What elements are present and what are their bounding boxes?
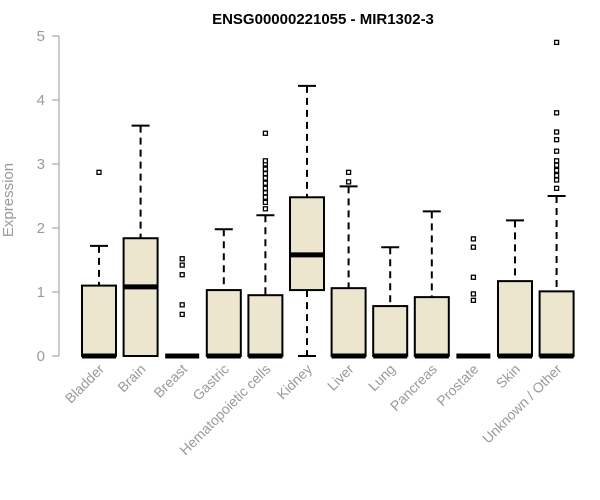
- outlier-point: [553, 158, 560, 164]
- box-1: [122, 124, 159, 358]
- x-tick-label: Prostate: [433, 361, 481, 409]
- box-9: [456, 236, 491, 359]
- outlier-point: [470, 244, 477, 250]
- outlier-point: [553, 137, 560, 143]
- box-body: [247, 294, 284, 358]
- outlier-point: [96, 169, 102, 175]
- outlier-point: [553, 172, 560, 179]
- y-tick-label: 4: [37, 92, 45, 109]
- y-axis-ticks: 0 1 2 3 4 5: [37, 28, 59, 365]
- outlier-point: [470, 236, 477, 242]
- box-body: [205, 289, 242, 357]
- outlier-point: [553, 39, 560, 46]
- outlier-point: [470, 274, 477, 280]
- outlier-point: [262, 194, 269, 200]
- box-4: [247, 130, 284, 359]
- box-body: [289, 196, 325, 292]
- outlier-point: [262, 175, 269, 181]
- outlier-point: [262, 180, 269, 186]
- y-tick-label: 5: [37, 28, 45, 45]
- box-5: [289, 84, 325, 357]
- box-body: [538, 290, 575, 357]
- outlier-point: [553, 162, 560, 168]
- box-0: [81, 169, 117, 359]
- x-tick-label: Unknown / Other: [479, 361, 565, 447]
- box-3: [205, 228, 242, 359]
- x-tick-label: Lung: [365, 361, 398, 394]
- box-6: [330, 169, 367, 359]
- outlier-point: [262, 185, 269, 191]
- outlier-point: [553, 110, 560, 116]
- box-body: [413, 296, 450, 357]
- box-body: [497, 280, 533, 357]
- box-2: [165, 256, 200, 359]
- outlier-point: [470, 291, 477, 297]
- box-series: [81, 39, 575, 359]
- box-body: [330, 287, 367, 357]
- outlier-point: [553, 129, 560, 135]
- x-tick-label: Kidney: [274, 361, 316, 403]
- box-body: [81, 284, 117, 358]
- x-tick-label: Liver: [324, 361, 357, 394]
- outlier-point: [179, 311, 185, 318]
- outlier-point: [179, 262, 185, 268]
- outlier-point: [262, 158, 269, 164]
- x-tick-label: Breast: [150, 361, 190, 401]
- outlier-point: [553, 177, 560, 183]
- outlier-point: [553, 148, 560, 154]
- outlier-point: [179, 256, 185, 262]
- y-tick-label: 3: [37, 156, 45, 173]
- y-tick-label: 1: [37, 284, 45, 301]
- x-tick-label: Bladder: [62, 361, 108, 407]
- outlier-point: [262, 166, 269, 172]
- outlier-point: [179, 272, 185, 278]
- box-7: [372, 246, 409, 359]
- y-tick-label: 2: [37, 220, 45, 237]
- outlier-point: [262, 170, 269, 177]
- outlier-point: [553, 185, 560, 191]
- outlier-point: [345, 169, 352, 175]
- outlier-point: [179, 302, 185, 308]
- outlier-point: [262, 199, 269, 206]
- outlier-point: [553, 167, 560, 174]
- x-tick-label: Brain: [114, 361, 148, 395]
- box-11: [538, 39, 575, 359]
- box-body: [372, 305, 409, 357]
- chart-title: ENSG00000221055 - MIR1302-3: [212, 11, 434, 28]
- y-tick-label: 0: [37, 348, 45, 365]
- outlier-point: [262, 206, 269, 212]
- box-8: [413, 210, 450, 359]
- outlier-point: [262, 190, 269, 196]
- box-10: [497, 219, 533, 359]
- x-tick-label: Skin: [493, 361, 524, 392]
- box-body: [122, 237, 159, 358]
- outlier-point: [262, 130, 269, 136]
- outlier-point: [345, 179, 352, 185]
- y-axis-label: Expression: [0, 163, 17, 237]
- outlier-point: [470, 297, 477, 303]
